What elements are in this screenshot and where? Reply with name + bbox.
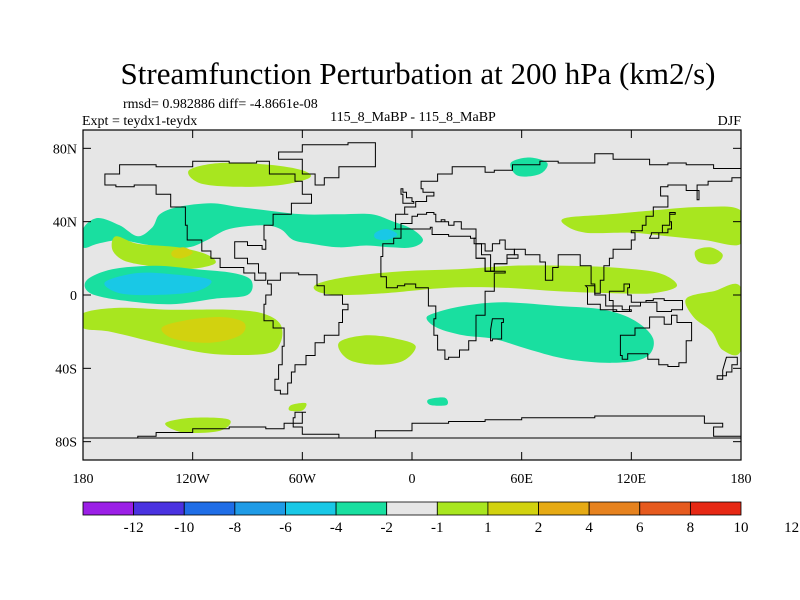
case-label: 115_8_MaBP - 115_8_MaBP <box>330 110 496 125</box>
colorbar-swatch <box>183 501 236 516</box>
colorbar-swatch <box>436 501 489 516</box>
colorbar-swatch <box>487 501 539 516</box>
colorbar-swatch <box>285 501 337 516</box>
colorbar-label: -6 <box>279 520 292 536</box>
contour-fill-layer <box>83 157 741 434</box>
x-tick-label: 180 <box>73 472 94 487</box>
coastline-south-america <box>263 272 349 395</box>
colorbar-swatch <box>538 501 590 516</box>
coastline-africa <box>380 226 506 360</box>
colorbar-swatch <box>335 501 388 516</box>
contour-region-equatorial-positive-band <box>313 265 678 296</box>
contour-region-siberian-negative <box>510 157 548 177</box>
chart-title: Streamfunction Perturbation at 200 hPa (… <box>121 56 716 91</box>
colorbar-label: 2 <box>535 520 543 536</box>
contour-region-southern-ocean-tiny-positive <box>288 402 307 412</box>
coastline-new-zealand <box>716 356 738 380</box>
coastline-madagascar <box>490 318 504 342</box>
experiment-label: Expt = teydx1-teydx <box>82 114 197 129</box>
x-tick-label: 180 <box>731 472 752 487</box>
coastline-north-america <box>104 160 312 281</box>
coastline-eurasia <box>393 153 741 294</box>
x-tick-label: 60E <box>510 472 533 487</box>
contour-region-east-asia-pacific-positive <box>561 206 741 246</box>
coastline-greenland <box>278 142 376 186</box>
colorbar-swatch <box>689 501 742 516</box>
contour-region-4-core-equatorial-pacific <box>104 272 212 296</box>
colorbar-label: -4 <box>330 520 343 536</box>
contour-region-nh-pacific-negative-band <box>83 203 423 249</box>
coastline-japan <box>648 212 676 239</box>
y-tick-label: 80S <box>55 436 77 451</box>
contour-region-4-core-pacific <box>171 247 193 259</box>
contour-region-indian-ocean-negative <box>426 302 654 363</box>
y-tick-label: 40S <box>55 362 77 377</box>
coastline-layer <box>83 142 741 439</box>
colorbar-swatch <box>588 501 641 516</box>
coastline-arabia <box>475 239 519 272</box>
contour-region-south-atlantic-positive <box>338 335 416 365</box>
y-tick-label: 0 <box>70 289 77 304</box>
contour-region-central-pacific-small-positive <box>694 247 723 265</box>
colorbar-label: 1 <box>484 520 492 536</box>
contour-region-pacific-positive-lens <box>111 236 216 270</box>
axis-ticks: 180 120W 60W 0 60E 120E 180 80N 40N 0 40S 80S <box>53 130 752 487</box>
colorbar-swatch <box>639 501 691 516</box>
colorbar-label: -1 <box>431 520 444 536</box>
colorbar-label: -2 <box>380 520 393 536</box>
colorbar-swatch <box>133 501 185 516</box>
colorbar-label: -8 <box>229 520 242 536</box>
contour-region-north-pacific-positive-high-lat <box>188 162 311 187</box>
colorbar-label: 6 <box>636 520 644 536</box>
colorbar-label: 10 <box>734 520 749 536</box>
colorbar-swatch <box>386 501 438 516</box>
x-tick-label: 60W <box>289 472 317 487</box>
y-tick-label: 80N <box>53 142 77 157</box>
colorbar-swatch <box>234 501 286 516</box>
colorbar-label: -12 <box>124 520 144 536</box>
x-tick-label: 120E <box>617 472 647 487</box>
coastline-borneo-indonesia <box>584 283 683 312</box>
contour-region-west-pacific-sh-positive <box>685 283 741 356</box>
y-tick-label: 40N <box>53 216 77 231</box>
season-label: DJF <box>718 114 742 129</box>
colorbar: -12 -10 -8 -6 -4 -2 -1 1 2 4 6 8 10 12 <box>82 501 799 536</box>
colorbar-label: -10 <box>174 520 194 536</box>
coastline-uk <box>400 188 415 204</box>
x-tick-label: 0 <box>409 472 416 487</box>
colorbar-label: 12 <box>784 520 799 536</box>
contour-region-southern-ocean-tiny-negative <box>427 397 449 406</box>
colorbar-label: 8 <box>687 520 695 536</box>
coastline-antarctica-coast <box>83 411 741 439</box>
colorbar-label: 4 <box>585 520 593 536</box>
contour-region-4-core-sh-pacific <box>161 316 246 343</box>
colorbar-swatch <box>82 501 135 516</box>
stats-line: rmsd= 0.982886 diff= -4.8661e-08 <box>123 97 318 112</box>
coastline-australia <box>619 314 693 367</box>
contour-region-4-core-north-atlantic <box>374 228 398 241</box>
x-tick-label: 120W <box>176 472 211 487</box>
